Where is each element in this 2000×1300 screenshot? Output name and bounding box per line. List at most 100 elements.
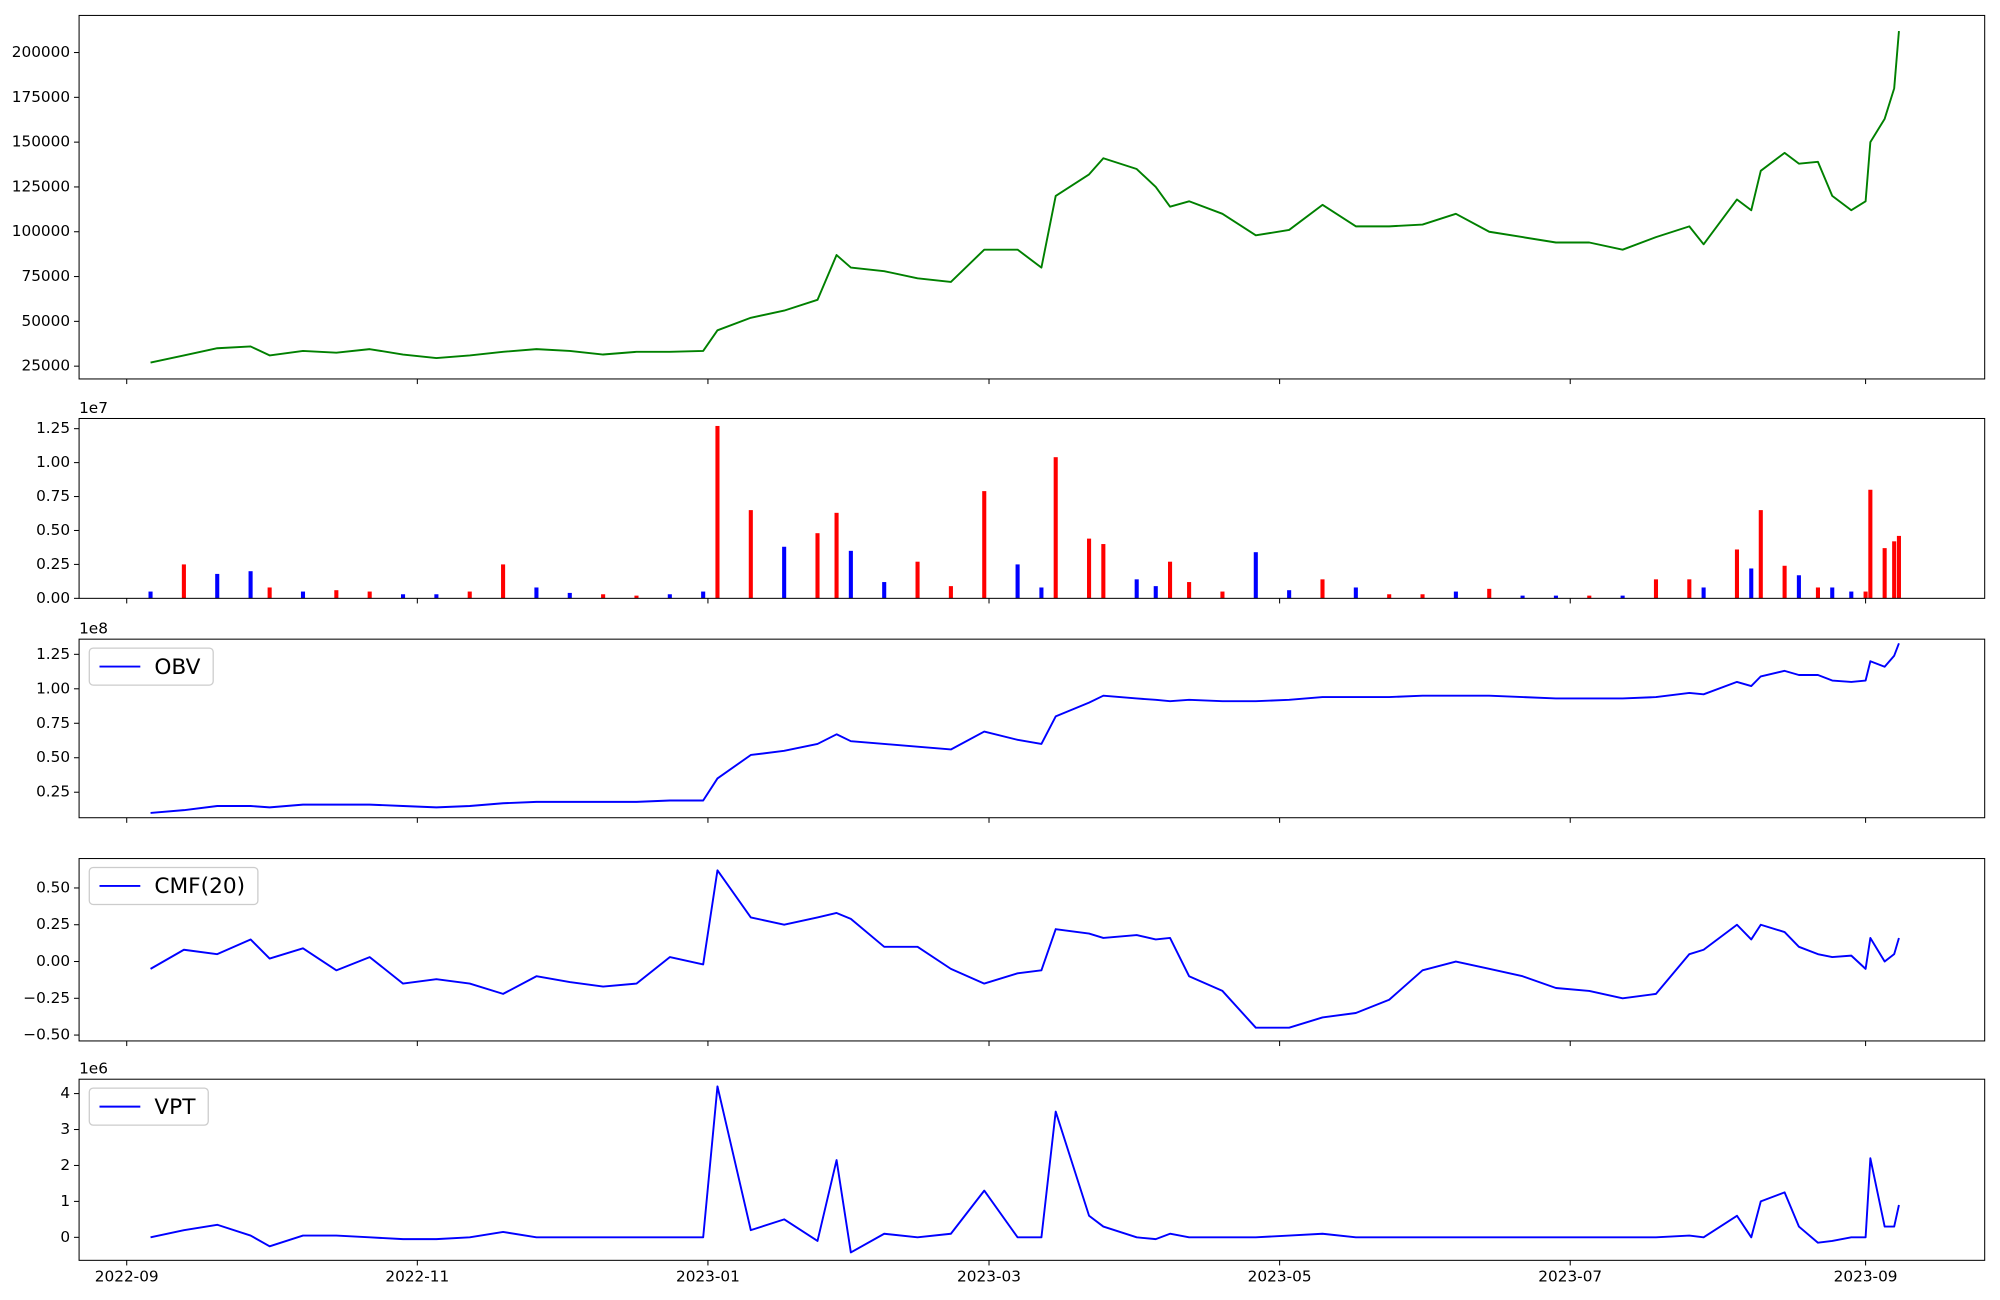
bar xyxy=(915,561,920,599)
legend-label: CMF(20) xyxy=(154,874,245,899)
bar xyxy=(300,591,306,599)
bar xyxy=(1882,548,1887,599)
y-tick-label: 0.00 xyxy=(36,952,70,970)
bar xyxy=(882,582,887,599)
y-tick-label: 0.50 xyxy=(36,878,70,896)
y-tick-label: 0.50 xyxy=(36,748,70,766)
bar xyxy=(567,592,572,599)
axes-frame xyxy=(78,638,1986,819)
y-tick-label: 25000 xyxy=(21,357,70,375)
axes-frame xyxy=(78,14,1986,380)
bar xyxy=(400,594,406,599)
y-tick-label: 100000 xyxy=(12,222,70,240)
x-tick-label: 2023-09 xyxy=(1834,1267,1898,1285)
bar xyxy=(367,591,372,599)
bar xyxy=(1701,587,1706,599)
line xyxy=(150,869,1900,1029)
y-tick-label: 4 xyxy=(60,1084,70,1102)
bar xyxy=(815,533,820,599)
bar xyxy=(1220,591,1225,599)
bar xyxy=(1896,535,1901,599)
y-tick-label: 175000 xyxy=(12,88,70,106)
y-tick-label: 75000 xyxy=(21,267,70,285)
bar xyxy=(1796,575,1801,599)
x-tick-label: 2023-05 xyxy=(1248,1267,1312,1285)
bar xyxy=(1868,489,1873,599)
bar xyxy=(1153,586,1158,599)
panel: 0 1 2 3 4 2022-09 2022-11 2023-01 2023-03 2023-05… xyxy=(60,1060,1986,1285)
legend-box xyxy=(88,866,259,906)
legend: CMF(20) xyxy=(88,866,259,906)
axes-frame xyxy=(78,1078,1986,1261)
bar xyxy=(181,564,186,599)
bar xyxy=(1039,587,1044,599)
x-tick-label: 2023-03 xyxy=(957,1267,1021,1285)
bar xyxy=(1453,591,1458,599)
bar xyxy=(501,564,506,599)
y-tick-label: −0.25 xyxy=(23,989,70,1007)
y-tick-label: 150000 xyxy=(12,133,70,151)
bar xyxy=(948,586,953,599)
bar xyxy=(1520,595,1525,599)
y-tick-label: 1.25 xyxy=(36,645,70,663)
bar xyxy=(1587,595,1592,599)
legend: OBV xyxy=(88,647,214,686)
y-tick-label: 1.00 xyxy=(36,453,70,471)
y-tick-label: 0.00 xyxy=(36,589,70,607)
x-tick-label: 2023-01 xyxy=(676,1267,740,1285)
x-tick-label: 2022-09 xyxy=(95,1267,159,1285)
legend-box xyxy=(88,1087,209,1126)
bar xyxy=(701,591,706,599)
bar xyxy=(667,594,672,599)
bar xyxy=(748,510,753,599)
bar xyxy=(1758,510,1763,599)
bar xyxy=(1830,587,1835,599)
bar xyxy=(1134,579,1139,599)
y-tick-label: 0.75 xyxy=(36,487,70,505)
bar xyxy=(267,587,272,599)
y-tick-label: 0.75 xyxy=(36,714,70,732)
bar xyxy=(1015,564,1020,599)
bar xyxy=(1749,568,1754,599)
y-tick-label: −0.50 xyxy=(23,1026,70,1044)
y-tick-label: 3 xyxy=(60,1120,70,1138)
bar xyxy=(1168,561,1173,599)
bar xyxy=(1287,590,1292,599)
bar xyxy=(1053,457,1058,599)
bar xyxy=(1553,595,1558,599)
bar xyxy=(1620,595,1625,599)
bar xyxy=(334,590,339,599)
bar xyxy=(1087,538,1092,599)
bar xyxy=(1387,594,1392,599)
bar xyxy=(1849,591,1854,599)
y-tick-label: 0.25 xyxy=(36,555,70,573)
offset-label: 1e7 xyxy=(79,399,108,417)
axes-frame xyxy=(78,417,1986,599)
bar xyxy=(634,595,639,599)
bar xyxy=(1734,549,1740,599)
x-tick-label: 2022-11 xyxy=(385,1267,449,1285)
y-tick-label: 1 xyxy=(60,1192,70,1210)
bar xyxy=(1320,579,1325,599)
bar xyxy=(248,571,253,599)
legend-box xyxy=(88,647,214,686)
bar xyxy=(1653,579,1659,599)
line xyxy=(150,642,1900,814)
offset-label: 1e8 xyxy=(79,619,108,637)
axes-frame xyxy=(78,858,1986,1042)
y-tick-label: 0.25 xyxy=(36,915,70,933)
bar xyxy=(1353,587,1358,599)
bar xyxy=(715,425,720,599)
line xyxy=(150,30,1900,364)
bar xyxy=(1687,579,1692,599)
bar xyxy=(1815,587,1820,599)
legend-label: VPT xyxy=(154,1095,196,1120)
bar xyxy=(467,591,472,599)
y-tick-label: 1.25 xyxy=(36,419,70,437)
legend: VPT xyxy=(88,1087,209,1126)
bar xyxy=(834,512,839,599)
bar xyxy=(215,573,220,599)
panel: −0.50 −0.25 0.00 0.25 0.50 CMF(20) xyxy=(23,858,1986,1047)
bar xyxy=(148,591,153,599)
